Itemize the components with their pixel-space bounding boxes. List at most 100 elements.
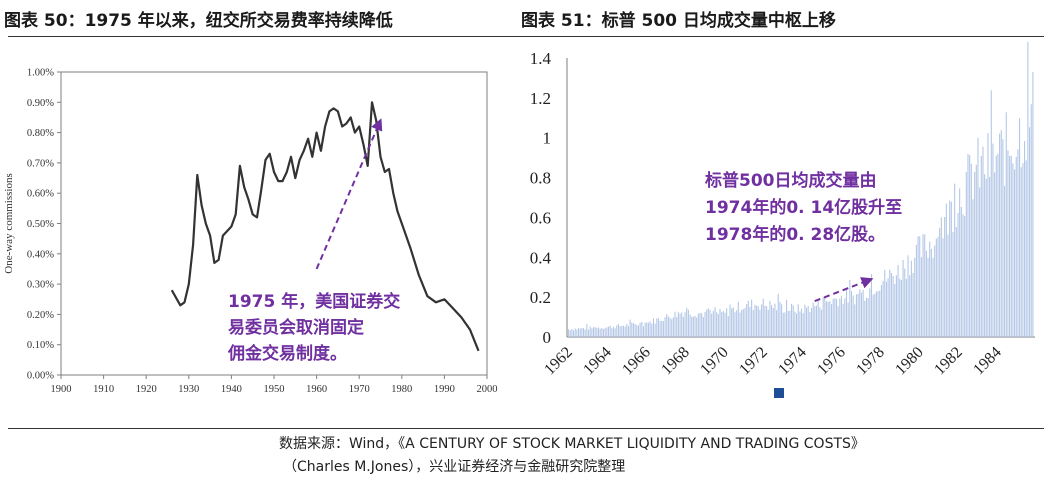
volume-bar xyxy=(787,311,789,337)
volume-bar xyxy=(1010,155,1012,337)
volume-bar xyxy=(915,244,917,337)
volume-bar xyxy=(776,310,778,337)
volume-bar xyxy=(729,304,731,337)
volume-bar xyxy=(889,269,891,337)
volume-bar xyxy=(614,328,616,337)
volume-bar xyxy=(751,299,753,337)
volume-bar xyxy=(925,250,927,337)
volume-bar xyxy=(862,289,864,337)
volume-bar xyxy=(769,300,771,337)
volume-bar xyxy=(864,300,866,337)
volume-bar xyxy=(939,228,941,337)
volume-bar xyxy=(1025,160,1027,337)
volume-bar xyxy=(825,301,828,337)
volume-bar xyxy=(669,317,671,337)
volume-bar xyxy=(652,318,654,337)
bottom-divider xyxy=(8,428,1044,429)
volume-bar xyxy=(900,279,902,337)
volume-bar xyxy=(789,310,791,337)
volume-bar xyxy=(955,227,957,337)
volume-bar xyxy=(651,323,653,337)
volume-bar xyxy=(980,156,982,337)
volume-bar xyxy=(910,260,912,337)
volume-bar xyxy=(682,316,684,337)
volume-bar xyxy=(749,307,751,337)
volume-bar xyxy=(1019,118,1021,337)
x-tick-label: 1968 xyxy=(658,344,693,379)
volume-bar xyxy=(1020,167,1022,337)
x-tick-label: 1966 xyxy=(619,344,654,379)
volume-bar xyxy=(1000,129,1002,337)
volume-bar xyxy=(582,328,585,337)
volume-bar xyxy=(731,308,733,337)
y-tick-label: 1.4 xyxy=(530,49,552,68)
volume-bar xyxy=(822,297,824,337)
annotation-text-line: 标普500日均成交量由 xyxy=(705,170,877,191)
volume-bar xyxy=(746,304,748,337)
x-tick-label: 1970 xyxy=(349,384,370,395)
y-tick-label: 0.8 xyxy=(530,169,551,188)
volume-bar xyxy=(604,328,606,337)
x-tick-label: 2000 xyxy=(477,384,498,395)
volume-bar xyxy=(732,307,734,337)
annotation-text-line: 1978年的0. 28亿股。 xyxy=(705,224,885,245)
volume-bar xyxy=(804,304,806,337)
volume-bar xyxy=(779,301,781,337)
volume-bar xyxy=(757,306,759,337)
volume-bar xyxy=(672,317,674,337)
volume-bar xyxy=(772,308,774,337)
volume-bar xyxy=(839,298,841,337)
volume-bar xyxy=(736,310,738,337)
volume-bar xyxy=(880,285,882,337)
x-tick-label: 1984 xyxy=(970,344,1005,379)
volume-bar xyxy=(982,146,984,337)
volume-bar xyxy=(761,304,763,337)
volume-bar xyxy=(817,299,819,337)
annotation-arrow xyxy=(315,118,383,270)
volume-bar xyxy=(591,328,593,337)
volume-bar xyxy=(666,314,668,337)
volume-bar xyxy=(969,155,971,337)
x-tick-label: 1962 xyxy=(541,344,576,379)
volume-bar xyxy=(820,309,823,337)
volume-bar xyxy=(927,257,929,337)
volume-bar xyxy=(702,317,704,337)
source-note-line-2: （Charles M.Jones），兴业证券经济与金融研究院整理 xyxy=(283,459,626,475)
y-tick-label: 0.70% xyxy=(27,158,54,169)
x-tick-label: 1940 xyxy=(221,384,242,395)
volume-bar xyxy=(706,309,708,337)
volume-bar xyxy=(719,309,721,337)
volume-bar xyxy=(597,327,600,337)
volume-bar xyxy=(687,309,689,337)
volume-bar xyxy=(887,278,889,337)
volume-bar xyxy=(964,216,966,337)
volume-bar xyxy=(945,203,947,337)
volume-bar xyxy=(1030,104,1032,337)
volume-bar xyxy=(659,320,661,337)
volume-bar xyxy=(850,291,853,337)
volume-bar xyxy=(569,330,571,337)
y-axis-label: One-way commissions xyxy=(3,173,15,274)
volume-bar xyxy=(699,312,701,337)
volume-bar xyxy=(764,305,766,337)
volume-bar xyxy=(617,324,620,337)
volume-bar xyxy=(840,295,843,337)
volume-bar xyxy=(797,304,799,337)
volume-bar xyxy=(929,241,931,337)
volume-bar xyxy=(832,298,834,337)
volume-bar xyxy=(577,328,580,337)
volume-bar xyxy=(805,307,808,337)
volume-bar xyxy=(869,288,871,337)
commission-rate-chart: 0.00% 0.10% 0.20% 0.30% 0.40% 0.50% 0.60% 0.70%… xyxy=(0,42,505,422)
volume-bar xyxy=(917,236,919,337)
volume-bar xyxy=(937,236,939,337)
volume-bar xyxy=(704,312,706,337)
volume-bar xyxy=(622,325,625,337)
volume-bar xyxy=(1024,141,1026,337)
y-tick-label: 0.30% xyxy=(27,280,54,291)
volume-bar xyxy=(661,320,663,337)
volume-bar xyxy=(987,133,989,337)
volume-bar xyxy=(895,275,897,337)
volume-bar xyxy=(829,301,831,337)
y-tick-label: 0.50% xyxy=(27,219,54,230)
